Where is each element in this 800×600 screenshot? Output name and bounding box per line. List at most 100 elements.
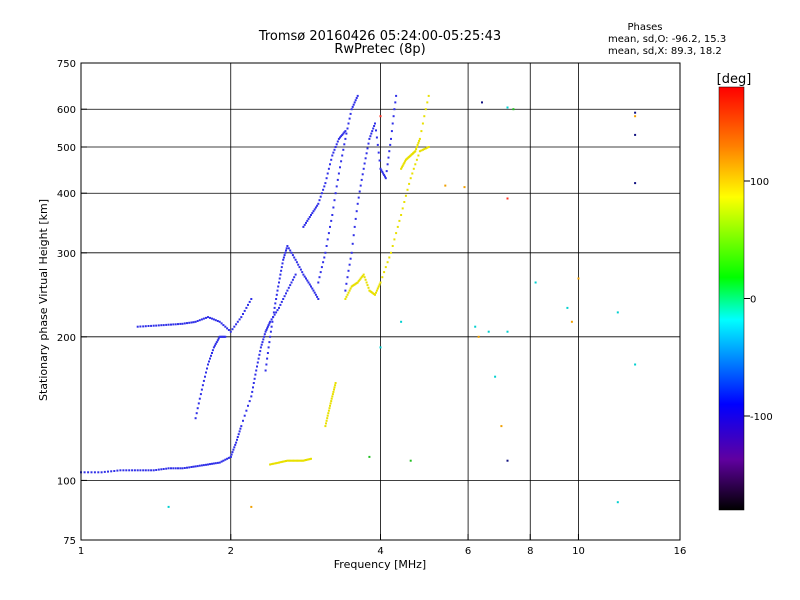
data-point bbox=[245, 409, 248, 412]
data-point bbox=[327, 409, 330, 412]
data-point bbox=[359, 277, 362, 280]
data-point bbox=[400, 167, 403, 170]
data-point bbox=[201, 384, 204, 387]
data-point bbox=[192, 465, 195, 468]
data-point bbox=[365, 152, 368, 155]
data-point bbox=[420, 149, 423, 152]
phase-info-line1: mean, sd,O: -96.2, 15.3 bbox=[608, 34, 726, 45]
data-point bbox=[218, 461, 221, 464]
data-point bbox=[301, 459, 304, 462]
y-axis-label: Stationary phase Virtual Height [km] bbox=[37, 199, 50, 401]
data-point bbox=[270, 463, 273, 466]
data-point bbox=[247, 404, 249, 407]
data-point bbox=[214, 319, 217, 322]
data-point bbox=[199, 393, 202, 396]
data-point bbox=[306, 279, 309, 282]
data-point bbox=[375, 129, 377, 132]
data-point bbox=[381, 170, 384, 173]
data-point bbox=[390, 137, 392, 140]
data-point bbox=[268, 341, 271, 344]
data-point bbox=[415, 148, 418, 151]
data-point bbox=[363, 276, 366, 279]
data-point bbox=[369, 135, 372, 138]
data-point bbox=[285, 249, 287, 252]
data-point bbox=[136, 325, 139, 328]
data-point bbox=[293, 459, 296, 462]
data-point bbox=[310, 457, 312, 460]
data-point bbox=[347, 122, 350, 125]
data-point bbox=[398, 219, 401, 222]
data-point bbox=[362, 167, 365, 170]
data-point bbox=[403, 201, 406, 203]
data-point bbox=[427, 94, 430, 97]
data-point bbox=[329, 163, 331, 166]
data-point bbox=[481, 101, 483, 104]
data-point bbox=[364, 278, 367, 281]
data-point bbox=[400, 320, 403, 323]
data-point bbox=[207, 463, 209, 466]
data-point bbox=[298, 266, 301, 269]
data-point bbox=[334, 384, 337, 387]
data-point bbox=[170, 323, 172, 326]
data-point bbox=[207, 316, 209, 319]
data-point bbox=[204, 375, 206, 378]
data-point bbox=[196, 407, 199, 410]
data-point bbox=[276, 309, 279, 312]
data-point bbox=[200, 464, 203, 467]
data-point bbox=[336, 140, 339, 143]
data-point bbox=[269, 320, 272, 323]
data-point bbox=[307, 217, 310, 220]
data-point bbox=[202, 464, 205, 467]
data-point bbox=[269, 463, 272, 466]
data-point bbox=[239, 427, 242, 430]
data-point bbox=[383, 174, 386, 177]
data-point bbox=[355, 97, 358, 99]
data-point bbox=[214, 342, 217, 345]
data-point bbox=[301, 271, 304, 274]
data-point bbox=[282, 460, 285, 463]
data-point bbox=[474, 325, 477, 328]
data-point bbox=[287, 247, 290, 250]
data-point bbox=[363, 162, 366, 165]
data-point bbox=[311, 287, 314, 290]
data-point bbox=[181, 467, 184, 470]
data-point bbox=[311, 212, 314, 215]
data-point bbox=[186, 466, 188, 469]
data-point bbox=[276, 289, 279, 292]
data-point bbox=[402, 163, 405, 166]
data-point bbox=[283, 254, 286, 257]
data-point bbox=[216, 339, 219, 342]
data-point bbox=[260, 343, 263, 346]
data-point bbox=[283, 460, 286, 463]
data-point bbox=[286, 245, 289, 247]
data-point bbox=[270, 325, 273, 328]
data-point bbox=[334, 146, 337, 148]
data-point bbox=[291, 459, 294, 462]
data-point bbox=[349, 287, 352, 290]
data-point bbox=[238, 318, 241, 321]
data-point bbox=[378, 159, 381, 162]
data-point bbox=[372, 127, 375, 130]
data-point bbox=[324, 182, 327, 185]
data-point bbox=[302, 273, 305, 276]
data-point bbox=[325, 245, 328, 247]
data-point bbox=[328, 407, 331, 410]
data-point bbox=[147, 469, 150, 472]
data-point bbox=[322, 261, 325, 264]
data-point bbox=[248, 400, 251, 403]
data-point bbox=[379, 167, 382, 170]
data-point bbox=[330, 397, 333, 400]
data-point bbox=[229, 455, 232, 458]
data-point bbox=[256, 365, 258, 368]
data-point bbox=[227, 456, 230, 459]
data-point bbox=[308, 216, 311, 218]
y-tick-label: 600 bbox=[57, 105, 76, 116]
data-point bbox=[330, 158, 333, 161]
data-point bbox=[265, 363, 268, 366]
data-point bbox=[317, 281, 320, 284]
data-point bbox=[570, 320, 573, 323]
data-point bbox=[142, 325, 145, 328]
data-point bbox=[267, 324, 270, 327]
data-point bbox=[333, 386, 336, 389]
x-tick-label: 2 bbox=[228, 546, 234, 557]
